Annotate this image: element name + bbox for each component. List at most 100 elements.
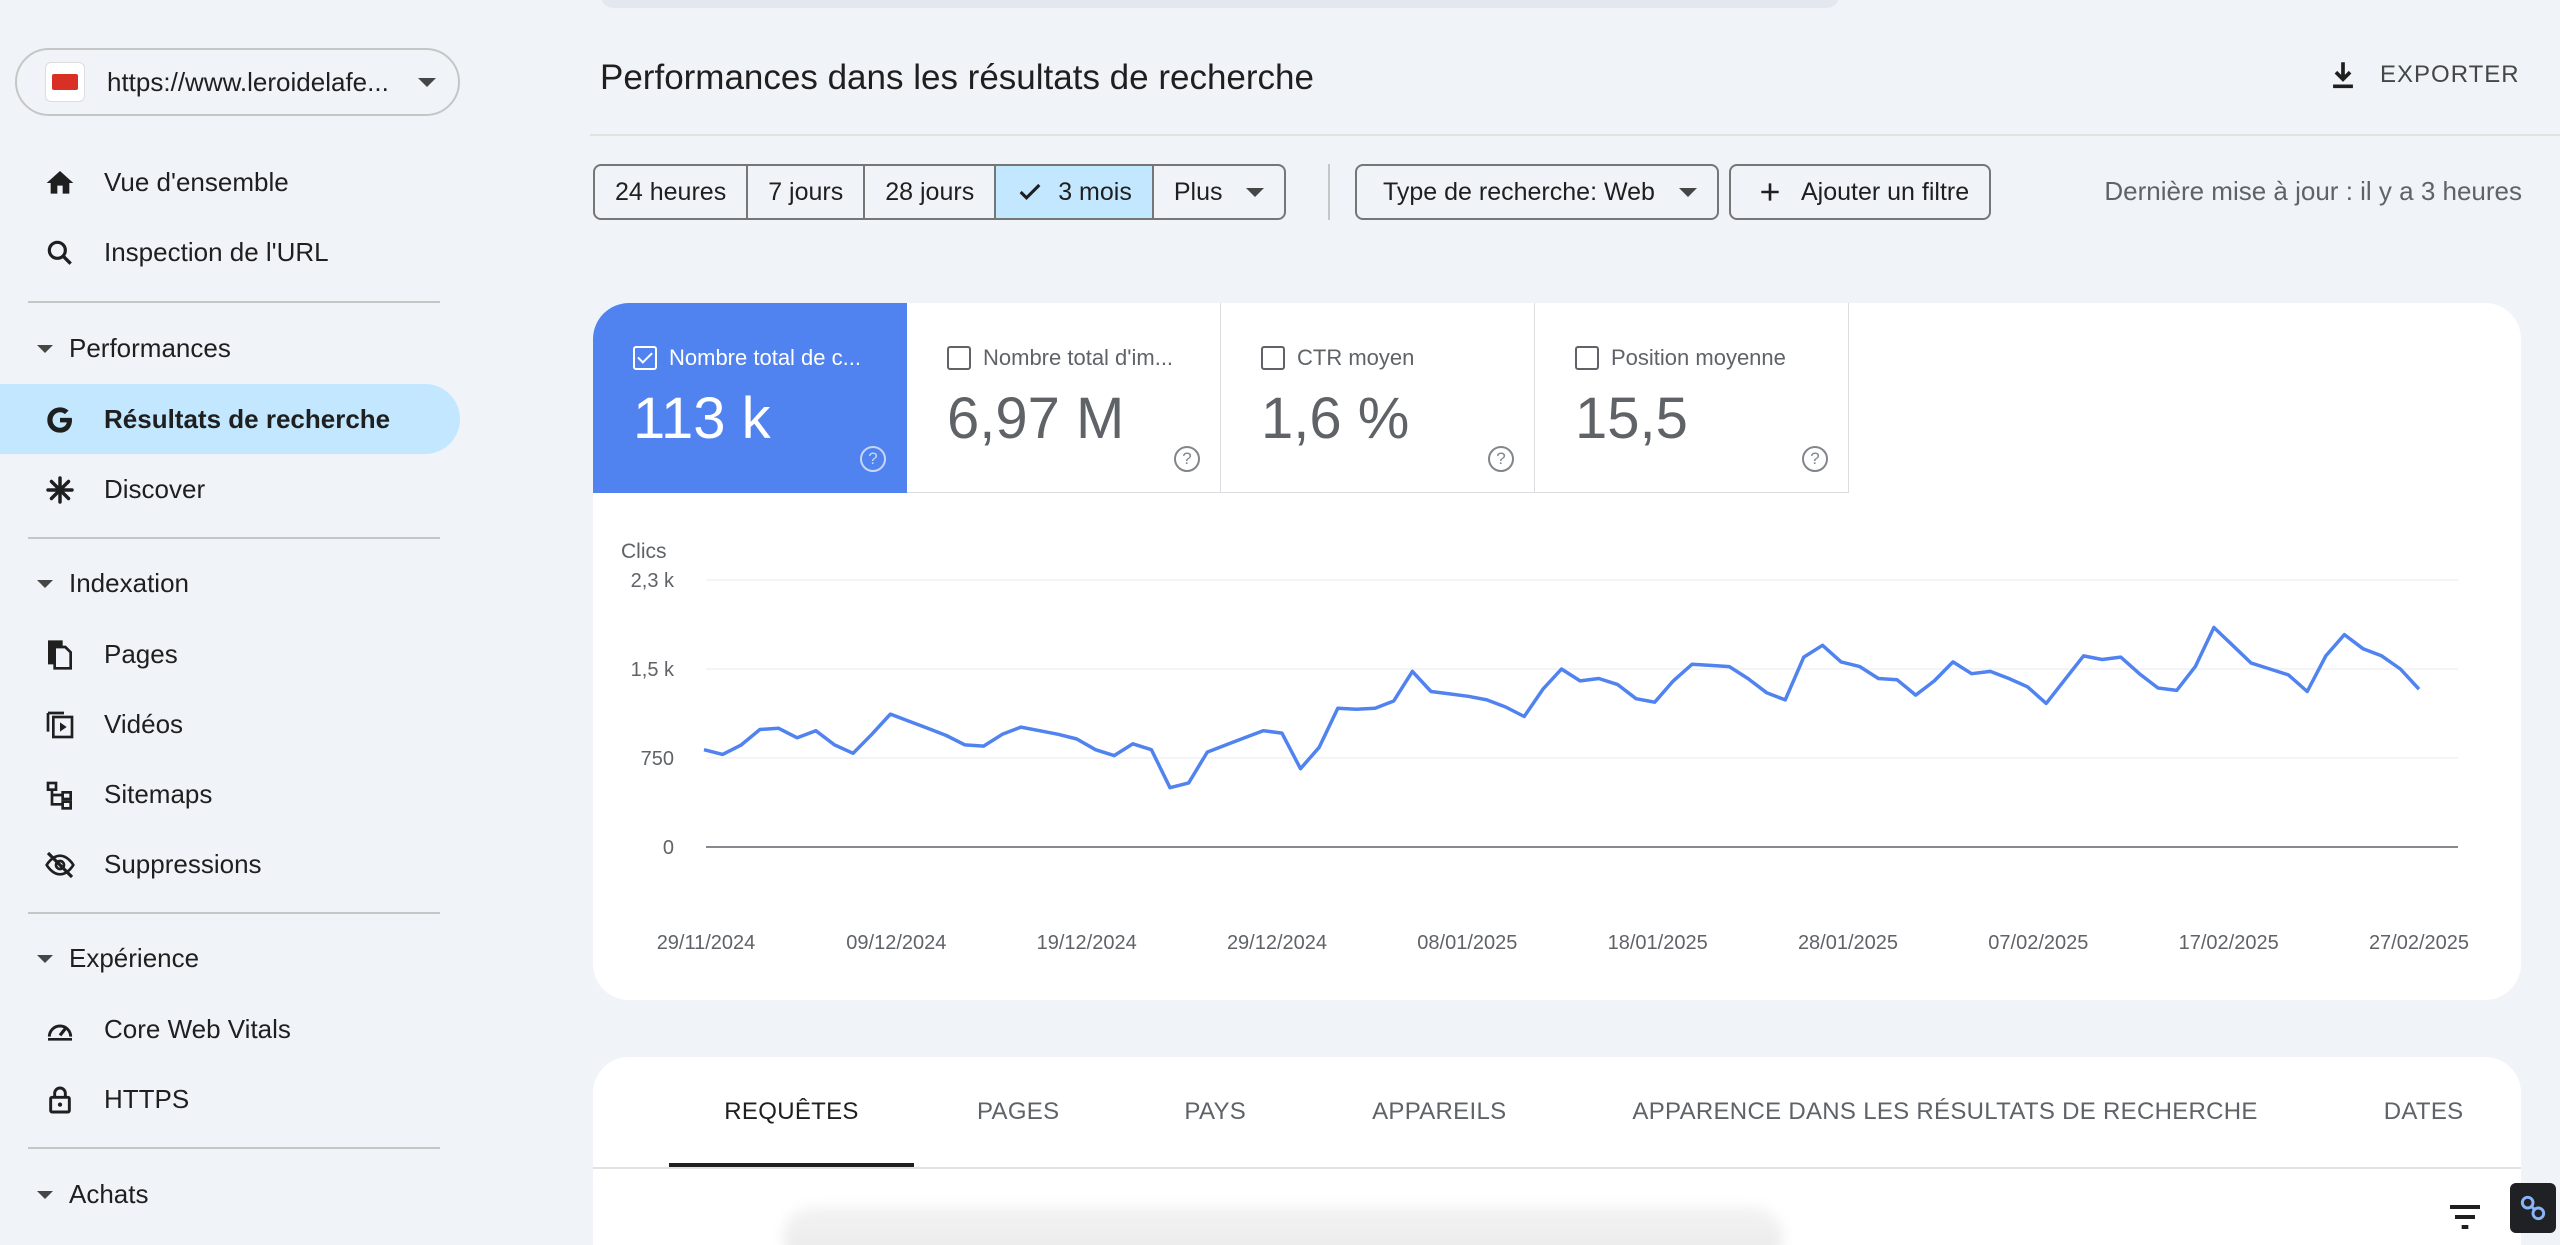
metric-total-impressions-value: 6,97 M — [947, 386, 1125, 451]
metric-total-clicks[interactable]: Nombre total de c... 113 k ? — [593, 303, 907, 493]
sidebar-divider — [28, 301, 440, 303]
site-favicon — [45, 62, 85, 102]
range-28d[interactable]: 28 jours — [865, 166, 997, 218]
sitemap-icon — [46, 781, 72, 810]
y-tick-label: 750 — [641, 748, 674, 770]
help-icon[interactable]: ? — [1174, 446, 1200, 472]
range-24h-label: 24 heures — [615, 177, 727, 206]
last-update-text: Dernière mise à jour : il y a 3 heures — [2104, 176, 2522, 206]
y-tick-label: 0 — [663, 837, 674, 859]
metric-average-ctr[interactable]: CTR moyen 1,6 % ? — [1221, 303, 1535, 493]
nav-videos[interactable]: Vidéos — [0, 689, 460, 759]
blurred-content — [783, 1207, 1783, 1245]
filter-list-icon[interactable] — [2445, 1197, 2485, 1237]
chevron-down-icon — [1246, 187, 1265, 197]
nav-discover[interactable]: Discover — [0, 454, 460, 524]
tab-queries-label: REQUÊTES — [724, 1098, 859, 1125]
nav-sitemaps-label: Sitemaps — [104, 778, 213, 809]
tab-countries-label: PAYS — [1184, 1098, 1247, 1125]
tab-dates-label: DATES — [2383, 1098, 2464, 1125]
export-button[interactable]: EXPORTER — [2326, 58, 2520, 92]
filter-separator — [1328, 164, 1330, 220]
metric-average-ctr-value: 1,6 % — [1261, 386, 1410, 451]
metric-total-clicks-label: Nombre total de c... — [669, 345, 861, 370]
nav-search-results[interactable]: Résultats de recherche — [0, 384, 460, 454]
collapse-triangle-icon — [37, 580, 53, 588]
section-performance[interactable]: Performances — [0, 318, 460, 378]
section-shopping[interactable]: Achats — [0, 1164, 460, 1224]
y-tick-label: 1,5 k — [631, 659, 675, 681]
sidebar-divider — [28, 912, 440, 914]
section-indexing[interactable]: Indexation — [0, 553, 460, 613]
dimension-tabs: REQUÊTES PAGES PAYS APPAREILS APPARENCE … — [669, 1057, 2463, 1167]
range-28d-label: 28 jours — [885, 177, 975, 206]
nav-removals[interactable]: Suppressions — [0, 829, 460, 899]
checkbox[interactable] — [947, 346, 971, 370]
x-tick-label: 18/01/2025 — [1608, 932, 1708, 954]
plus-icon — [1761, 183, 1779, 201]
search-icon — [47, 240, 72, 265]
section-experience[interactable]: Expérience — [0, 928, 460, 988]
tab-devices[interactable]: APPAREILS — [1372, 1057, 1506, 1167]
x-tick-label: 27/02/2025 — [2369, 932, 2469, 954]
range-24h[interactable]: 24 heures — [595, 166, 749, 218]
range-3m[interactable]: 3 mois — [996, 166, 1154, 218]
nav-core-web-vitals[interactable]: Core Web Vitals — [0, 994, 460, 1064]
section-performance-label: Performances — [69, 332, 231, 363]
tab-pages-label: PAGES — [977, 1098, 1060, 1125]
search-type-filter[interactable]: Type de recherche: Web — [1355, 164, 1719, 220]
checkbox-checked[interactable] — [633, 346, 657, 370]
range-3m-label: 3 mois — [1058, 177, 1132, 206]
nav-search-results-label: Résultats de recherche — [104, 403, 391, 434]
tab-devices-label: APPAREILS — [1372, 1098, 1507, 1125]
tab-search-appearance-label: APPARENCE DANS LES RÉSULTATS DE RECHERCH… — [1632, 1098, 2258, 1125]
tab-search-appearance[interactable]: APPARENCE DANS LES RÉSULTATS DE RECHERCH… — [1632, 1057, 2257, 1167]
metric-total-impressions-label: Nombre total d'im... — [983, 345, 1174, 370]
nav-url-inspection[interactable]: Inspection de l'URL — [0, 217, 460, 287]
nav-https[interactable]: HTTPS — [0, 1064, 460, 1134]
tab-queries[interactable]: REQUÊTES — [669, 1057, 914, 1167]
help-icon[interactable]: ? — [1802, 446, 1828, 472]
nav-overview[interactable]: Vue d'ensemble — [0, 147, 460, 217]
extension-icon[interactable] — [2510, 1183, 2556, 1233]
range-more-label: Plus — [1173, 177, 1223, 206]
nav-sitemaps[interactable]: Sitemaps — [0, 759, 460, 829]
help-icon[interactable]: ? — [860, 446, 886, 472]
nav-pages[interactable]: Pages — [0, 619, 460, 689]
metric-average-ctr-label: CTR moyen — [1297, 345, 1415, 370]
tab-dates[interactable]: DATES — [2384, 1057, 2464, 1167]
top-search-bar-edge — [600, 0, 1840, 8]
pages-icon — [48, 640, 72, 670]
gauge-icon — [47, 1024, 73, 1041]
metric-average-position-value: 15,5 — [1575, 386, 1688, 451]
x-tick-label: 29/11/2024 — [657, 932, 756, 954]
tab-pages[interactable]: PAGES — [977, 1057, 1059, 1167]
clicks-series-line — [703, 625, 2421, 790]
y-tick-label: 2,3 k — [631, 570, 675, 592]
range-more[interactable]: Plus — [1154, 166, 1285, 218]
x-tick-label: 29/12/2024 — [1227, 932, 1327, 954]
property-selector[interactable]: https://www.leroidelafe... — [15, 48, 460, 116]
checkbox[interactable] — [1575, 346, 1599, 370]
range-7d[interactable]: 7 jours — [748, 166, 866, 218]
help-icon[interactable]: ? — [1488, 446, 1514, 472]
collapse-triangle-icon — [37, 1191, 53, 1199]
nav-overview-label: Vue d'ensemble — [104, 166, 289, 197]
metric-total-impressions[interactable]: Nombre total d'im... 6,97 M ? — [907, 303, 1221, 493]
section-shopping-label: Achats — [69, 1178, 149, 1209]
asterisk-icon — [46, 476, 74, 504]
x-tick-label: 28/01/2025 — [1798, 932, 1898, 954]
range-7d-label: 7 jours — [768, 177, 844, 206]
tab-countries[interactable]: PAYS — [1184, 1057, 1246, 1167]
metric-average-position-label: Position moyenne — [1611, 345, 1786, 370]
date-range-selector: 24 heures 7 jours 28 jours 3 mois Plus — [593, 164, 1287, 220]
property-url: https://www.leroidelafe... — [107, 66, 389, 97]
checkbox[interactable] — [1261, 346, 1285, 370]
add-filter-label: Ajouter un filtre — [1801, 177, 1970, 206]
home-icon — [46, 171, 74, 194]
metric-average-position[interactable]: Position moyenne 15,5 ? — [1535, 303, 1849, 493]
chevron-down-icon — [1678, 187, 1697, 197]
search-type-label: Type de recherche: Web — [1383, 177, 1655, 206]
add-filter-button[interactable]: Ajouter un filtre — [1729, 164, 1992, 220]
link-icon — [2520, 1195, 2546, 1221]
